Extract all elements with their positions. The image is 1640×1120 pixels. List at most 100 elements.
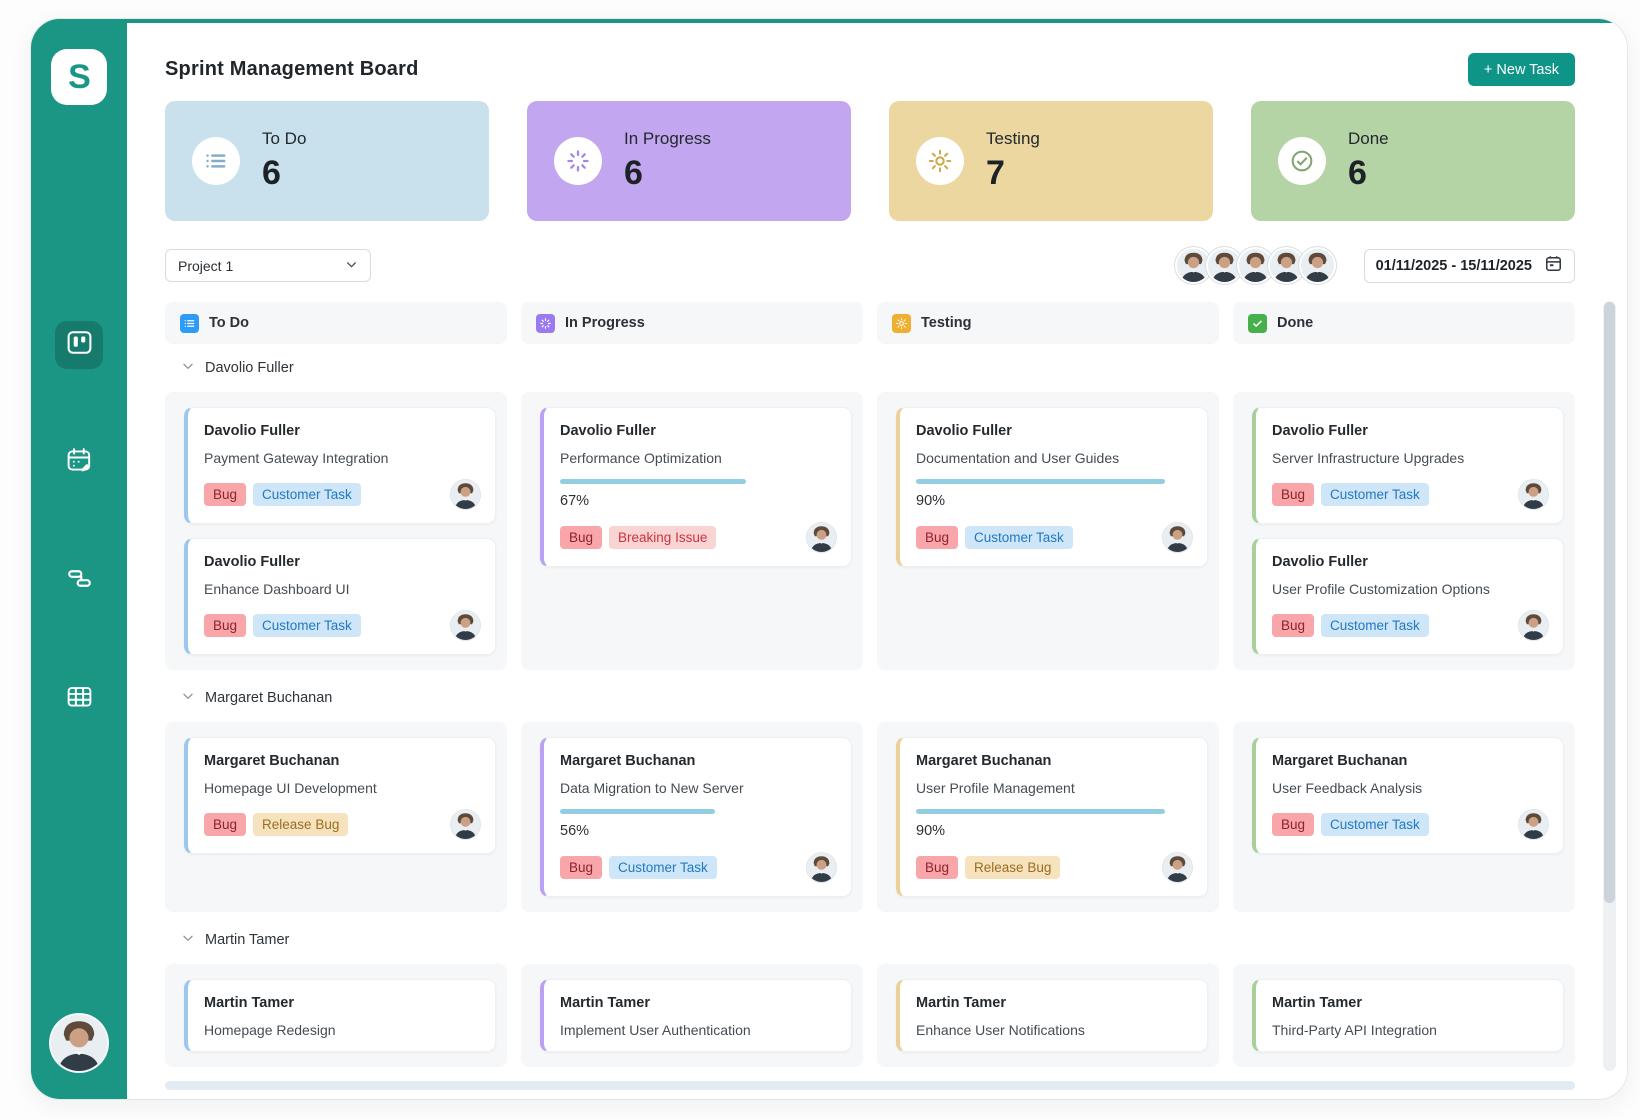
date-range-value: 01/11/2025 - 15/11/2025 [1375,257,1532,274]
task-card[interactable]: Davolio Fuller Performance Optimization … [540,407,852,567]
progress-bar [916,479,1193,484]
sidebar-item-kanban[interactable] [55,321,103,369]
swimlane-name: Martin Tamer [205,932,290,948]
chevron-down-icon [181,689,195,708]
task-card[interactable]: Martin Tamer Implement User Authenticati… [540,979,852,1052]
task-card[interactable]: Margaret Buchanan Homepage UI Developmen… [184,737,496,854]
task-card[interactable]: Davolio Fuller Enhance Dashboard UI Bug Cu… [184,538,496,655]
tag-bug: Bug [1272,813,1315,836]
task-card[interactable]: Davolio Fuller Documentation and User Gu… [896,407,1208,567]
card-assignee: Davolio Fuller [560,423,656,439]
calendar-icon[interactable] [1544,254,1563,278]
list-icon [192,137,240,185]
tag-row: Bug Customer Task [204,610,481,641]
summary-count: 6 [624,154,643,192]
filter-bar: Project 1 01/11/2025 - 15/11/2025 [165,246,1575,285]
assignee-avatar [1162,522,1193,553]
progress-percent: 90% [916,823,946,839]
chevron-down-icon [345,258,358,274]
column-title: To Do [209,315,249,331]
lane-cell-testing: Davolio Fuller Documentation and User Gu… [877,392,1219,670]
tag-customer-task: Customer Task [1321,813,1429,836]
summary-card-inprogress: In Progress 6 [527,101,851,221]
task-card[interactable]: Margaret Buchanan User Feedback Analysis… [1252,737,1564,854]
project-dropdown-value: Project 1 [178,257,234,274]
user-avatar[interactable] [49,1013,109,1073]
card-title: Implement User Authentication [560,1022,751,1038]
column-header-done: Done [1233,302,1575,344]
summary-label: To Do [262,129,307,148]
card-title: User Profile Management [916,780,1075,796]
tag-customer-task: Customer Task [965,526,1073,549]
swimlane-header-martin-tamer[interactable]: Martin Tamer [165,916,1575,964]
column-title: In Progress [565,315,645,331]
column-header-testing: Testing [877,302,1219,344]
app-logo-letter: S [68,57,91,96]
assignee-avatar [450,479,481,510]
horizontal-scrollbar[interactable] [165,1081,1575,1090]
spinner-icon [554,137,602,185]
progress-percent: 67% [560,493,590,509]
tag-customer-task: Customer Task [1321,483,1429,506]
assignee-avatar-group[interactable] [1173,246,1337,285]
check-icon [1248,313,1267,333]
assignee-avatar[interactable] [1173,246,1213,285]
lane-cell-in-progress: Martin Tamer Implement User Authenticati… [521,964,863,1067]
tag-customer-task: Customer Task [253,483,361,506]
gear-icon [892,313,911,333]
task-card[interactable]: Margaret Buchanan User Profile Managemen… [896,737,1208,897]
sidebar-item-gantt[interactable] [55,557,103,605]
sidebar-item-scheduler[interactable] [55,439,103,487]
task-card[interactable]: Davolio Fuller Server Infrastructure Upg… [1252,407,1564,524]
card-title: Enhance User Notifications [916,1022,1085,1038]
task-card[interactable]: Margaret Buchanan Data Migration to New … [540,737,852,897]
lane-cell-to-do: Davolio Fuller Payment Gateway Integrati… [165,392,507,670]
check-circle-icon [1278,137,1326,185]
card-assignee: Margaret Buchanan [1272,753,1408,769]
assignee-avatar [806,522,837,553]
card-assignee: Martin Tamer [1272,995,1362,1011]
assignee-avatar [450,809,481,840]
assignee-avatar[interactable] [1297,246,1337,285]
sidebar-item-grid[interactable] [55,675,103,723]
card-title: Homepage Redesign [204,1022,336,1038]
main-content: Sprint Management Board + New Task To Do… [127,19,1627,1099]
app-window: S [30,18,1628,1100]
tag-bug: Bug [916,856,959,879]
card-title: Homepage UI Development [204,780,377,796]
summary-cards: To Do 6 In Progress 6 Testing 7 Done 6 [165,101,1575,221]
task-card[interactable]: Davolio Fuller Payment Gateway Integrati… [184,407,496,524]
lane-cell-to-do: Margaret Buchanan Homepage UI Developmen… [165,722,507,912]
column-header-in-progress: In Progress [521,302,863,344]
task-card[interactable]: Davolio Fuller User Profile Customizatio… [1252,538,1564,655]
swimlane-header-margaret-buchanan[interactable]: Margaret Buchanan [165,674,1575,722]
vertical-scrollbar-thumb[interactable] [1604,302,1615,903]
task-card[interactable]: Martin Tamer Third-Party API Integration [1252,979,1564,1052]
summary-card-todo: To Do 6 [165,101,489,221]
assignee-avatar[interactable] [1266,246,1306,285]
date-range-input[interactable]: 01/11/2025 - 15/11/2025 [1363,248,1575,283]
card-assignee: Margaret Buchanan [204,753,340,769]
vertical-scrollbar[interactable] [1603,301,1616,1071]
card-assignee: Margaret Buchanan [916,753,1052,769]
card-title: Enhance Dashboard UI [204,581,350,597]
summary-count: 6 [262,154,281,192]
new-task-button[interactable]: + New Task [1467,53,1575,86]
lane-cell-done: Margaret Buchanan User Feedback Analysis… [1233,722,1575,912]
progress-bar [560,809,837,814]
sidebar-nav [55,321,103,723]
project-dropdown[interactable]: Project 1 [165,249,371,282]
card-assignee: Martin Tamer [560,995,650,1011]
swimlane-header-davolio-fuller[interactable]: Davolio Fuller [165,344,1575,392]
lane-cell-testing: Margaret Buchanan User Profile Managemen… [877,722,1219,912]
task-card[interactable]: Martin Tamer Homepage Redesign [184,979,496,1052]
task-card[interactable]: Martin Tamer Enhance User Notifications [896,979,1208,1052]
tag-row: Bug Customer Task [1272,479,1549,510]
assignee-avatar [1518,479,1549,510]
grid-table-icon [65,682,94,716]
card-assignee: Davolio Fuller [1272,423,1368,439]
tag-bug: Bug [560,526,603,549]
tag-breaking-issue: Breaking Issue [609,526,717,549]
kanban-board-icon [65,328,94,362]
card-title: Documentation and User Guides [916,450,1120,466]
